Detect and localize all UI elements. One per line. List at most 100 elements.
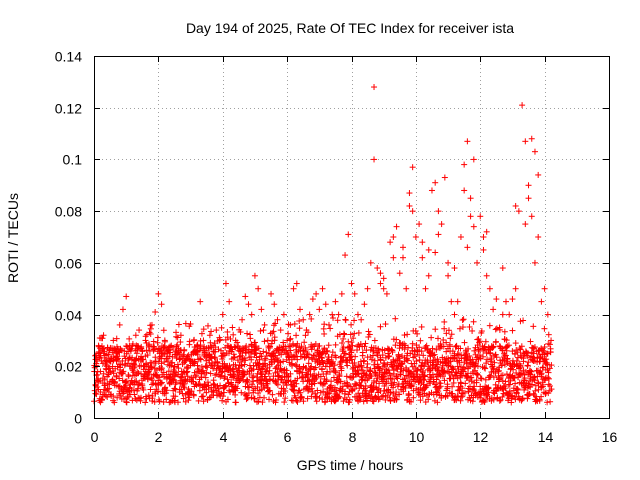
data-point [474, 259, 481, 266]
data-point [154, 339, 161, 346]
data-point [97, 388, 104, 395]
data-point [149, 395, 156, 402]
data-point [293, 280, 300, 287]
data-point [215, 385, 222, 392]
data-point [544, 311, 551, 318]
data-point [104, 394, 111, 401]
data-point [390, 234, 397, 240]
data-point [358, 316, 365, 323]
data-point [136, 379, 143, 386]
data-point [157, 380, 164, 387]
data-point [480, 246, 487, 253]
data-point [277, 327, 284, 334]
data-point [486, 285, 493, 292]
data-point [119, 306, 126, 313]
data-point [199, 393, 206, 400]
data-point [205, 386, 212, 393]
data-point [451, 311, 458, 318]
y-tick-label: 0.14 [55, 49, 82, 65]
y-tick-label: 0.1 [63, 152, 83, 168]
data-point [477, 213, 484, 220]
data-point [202, 374, 209, 381]
data-point [300, 316, 307, 323]
data-point [204, 364, 211, 371]
data-point [174, 334, 181, 341]
data-point [123, 293, 130, 300]
data-point [173, 379, 180, 386]
data-point [101, 376, 108, 383]
data-point [512, 202, 519, 209]
data-point [215, 346, 222, 353]
data-point [197, 342, 204, 349]
data-point [158, 301, 165, 308]
data-point [396, 270, 403, 277]
data-point [147, 330, 154, 337]
data-point [119, 357, 126, 364]
data-point [406, 202, 413, 209]
data-point [197, 298, 204, 305]
data-point [123, 378, 130, 385]
data-point [448, 298, 455, 305]
data-point [213, 327, 220, 334]
data-point [211, 340, 218, 347]
data-point [335, 311, 342, 318]
data-point [377, 270, 384, 277]
data-point [194, 343, 201, 350]
data-point [160, 344, 167, 351]
data-point [367, 259, 374, 266]
data-point [380, 285, 387, 292]
data-point [152, 371, 159, 378]
data-point [251, 272, 258, 279]
data-point [110, 337, 117, 344]
data-point [110, 393, 117, 400]
data-point [390, 254, 397, 261]
data-point [234, 339, 241, 346]
data-point [176, 356, 183, 363]
data-point [425, 272, 432, 279]
data-point [354, 311, 361, 318]
data-point [152, 308, 159, 315]
data-point [129, 340, 136, 347]
data-point [163, 396, 170, 403]
data-point [206, 332, 213, 339]
data-point [244, 395, 251, 402]
data-point [143, 395, 150, 402]
data-point [232, 399, 239, 406]
data-point [171, 363, 178, 370]
data-point [181, 346, 188, 353]
data-point [251, 351, 258, 358]
data-point [144, 352, 151, 359]
data-point [435, 231, 442, 238]
data-point [214, 358, 221, 365]
data-point [274, 316, 281, 323]
data-point [255, 285, 262, 292]
data-point [230, 331, 237, 338]
y-tick-label: 0.12 [55, 101, 82, 117]
data-point [191, 336, 198, 343]
data-point [145, 369, 152, 376]
data-point [525, 195, 532, 202]
data-point [541, 285, 548, 292]
data-points [91, 84, 555, 406]
data-point [246, 384, 253, 391]
data-point [242, 293, 249, 300]
data-point [251, 395, 258, 402]
data-point [110, 357, 117, 364]
data-point [261, 321, 268, 328]
data-point [151, 398, 158, 405]
data-point [207, 370, 214, 377]
data-point [535, 234, 542, 240]
data-point [222, 383, 229, 390]
data-point [180, 395, 187, 402]
data-point [181, 380, 188, 387]
data-point [161, 390, 168, 397]
data-point [201, 343, 208, 350]
data-point [531, 259, 538, 266]
x-tick-label: 10 [409, 429, 425, 445]
data-point [161, 359, 168, 366]
data-point [264, 337, 271, 344]
data-point [220, 393, 227, 400]
data-point [409, 164, 416, 171]
data-point [138, 394, 145, 401]
data-point [178, 386, 185, 393]
